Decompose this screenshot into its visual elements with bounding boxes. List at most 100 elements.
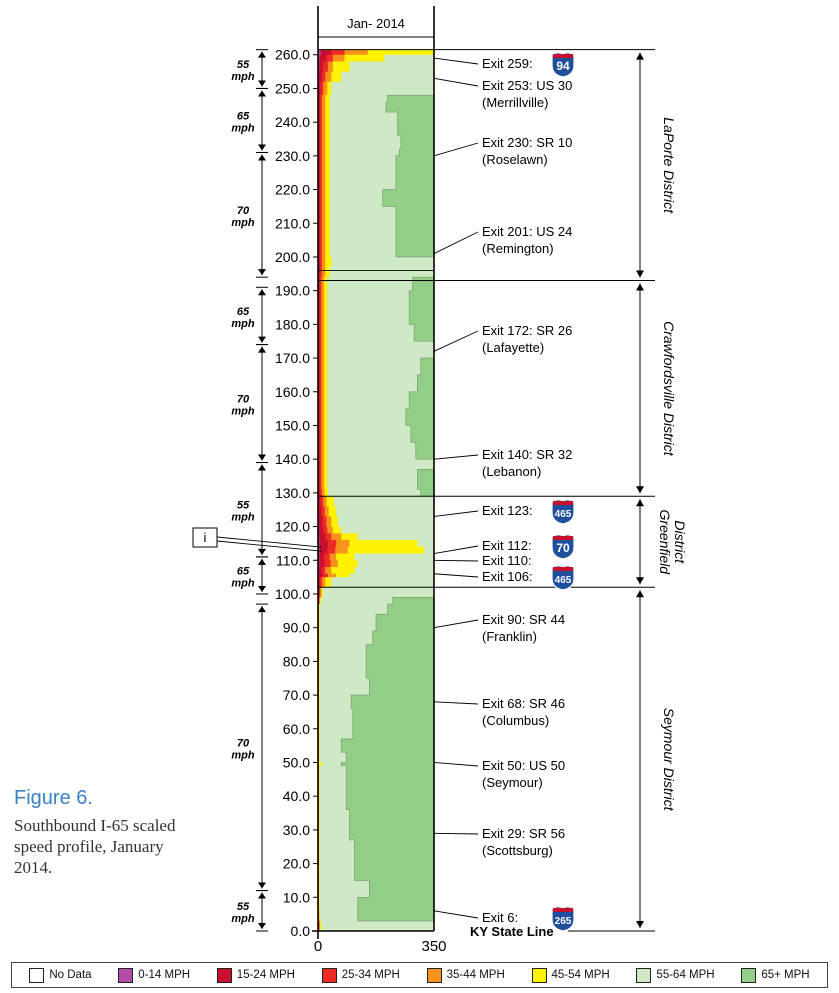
- y-tick-label: 210.0: [275, 215, 310, 231]
- y-tick-label: 220.0: [275, 182, 310, 198]
- legend-item: No Data: [29, 967, 92, 983]
- exit-sublabel: (Scottsburg): [482, 843, 553, 858]
- exit-annotation: Exit 172: SR 26 (Lafayette): [433, 323, 572, 355]
- band-35-44-mph: [318, 49, 368, 931]
- exit-label: Exit 253: US 30: [482, 78, 572, 93]
- y-tick-label: 200.0: [275, 249, 310, 265]
- exit-sublabel: (Lafayette): [482, 340, 544, 355]
- exit-label: Exit 259:: [482, 56, 533, 71]
- figure-caption-text: Southbound I-65 scaled speed profile, Ja…: [14, 816, 176, 877]
- exit-sublabel: (Franklin): [482, 629, 537, 644]
- arrow-head-up: [258, 51, 266, 58]
- arrow-head-down: [258, 454, 266, 461]
- shield-banner: [553, 54, 573, 58]
- district-label: Crawfordsville District: [661, 321, 677, 457]
- y-tick-label: 260.0: [275, 47, 310, 63]
- exit-leader-line: [433, 701, 479, 705]
- arrow-head-up: [258, 558, 266, 565]
- legend-label: 65+ MPH: [761, 969, 810, 981]
- y-tick-label: 80.0: [283, 653, 310, 669]
- exit-label: Exit 140: SR 32: [482, 447, 572, 462]
- band-45-54-mph: [318, 49, 434, 931]
- shield-banner: [553, 567, 573, 571]
- legend-swatch: [741, 967, 757, 983]
- exit-label: Exit 29: SR 56: [482, 826, 565, 841]
- arrow-head-up: [258, 464, 266, 471]
- district-span: Greenfield District: [636, 499, 688, 585]
- speed-limit-unit: mph: [231, 122, 255, 134]
- legend-label: 0-14 MPH: [138, 969, 191, 981]
- legend-item: 15-24 MPH: [216, 967, 295, 983]
- speed-limit-value: 70: [237, 394, 250, 406]
- exit-label: Exit 230: SR 10: [482, 135, 572, 150]
- arrow-head-down: [636, 921, 644, 928]
- exit-annotation: Exit 29: SR 56 (Scottsburg): [433, 826, 565, 858]
- district-label: District: [672, 520, 688, 564]
- shield-number: 94: [556, 59, 570, 73]
- exit-annotation: Exit 90: SR 44 (Franklin): [433, 612, 565, 644]
- district-label: Greenfield: [657, 509, 673, 575]
- district-span: LaPorte District: [636, 52, 677, 278]
- exit-leader-line: [433, 330, 479, 352]
- exit-annotation: Exit 259: 94: [433, 52, 575, 78]
- district-label: LaPorte District: [661, 117, 677, 214]
- interstate-shield-icon: 94: [551, 52, 575, 78]
- legend-item: 35-44 MPH: [426, 967, 505, 983]
- y-tick-label: 90.0: [283, 620, 310, 636]
- interstate-shield-icon: 70: [551, 534, 575, 560]
- exit-sublabel: (Remington): [482, 241, 554, 256]
- legend-item: 25-34 MPH: [321, 967, 400, 983]
- band-55-64-mph: [318, 49, 434, 931]
- exit-leader-line: [433, 77, 479, 87]
- legend-swatch: [636, 967, 652, 983]
- y-tick-label: 180.0: [275, 316, 310, 332]
- legend-label: 45-54 MPH: [551, 969, 610, 981]
- speed-limit-unit: mph: [231, 318, 255, 330]
- exit-leader-line: [433, 619, 479, 629]
- legend-item: 45-54 MPH: [531, 967, 610, 983]
- arrow-head-down: [258, 269, 266, 276]
- speed-limit-value: 70: [237, 205, 250, 217]
- exit-label: Exit 172: SR 26: [482, 323, 572, 338]
- exit-leader-line: [433, 573, 479, 578]
- arrow-head-up: [636, 499, 644, 507]
- interstate-shield-icon: 265: [551, 906, 575, 932]
- exit-sublabel: (Seymour): [482, 775, 543, 790]
- y-tick-label: 10.0: [283, 889, 310, 905]
- figure-caption: Figure 6. Southbound I-65 scaled speed p…: [14, 787, 204, 878]
- shield-banner: [553, 908, 573, 912]
- exit-annotation: Exit 112: 70: [433, 534, 575, 560]
- arrow-head-up: [258, 606, 266, 613]
- exit-label: Exit 50: US 50: [482, 758, 565, 773]
- speed-legend: No Data 0-14 MPH 15-24 MPH 25-34 MPH 35-44 M…: [11, 962, 828, 988]
- band-25-34-mph: [318, 49, 345, 931]
- speed-limit-value: 55: [237, 500, 250, 512]
- speed-limit-unit: mph: [231, 406, 255, 418]
- exit-leader-line: [433, 545, 479, 554]
- arrow-head-up: [636, 52, 644, 60]
- y-tick-label: 230.0: [275, 148, 310, 164]
- callout-leader-line: [216, 540, 323, 552]
- shield-number: 465: [555, 509, 572, 520]
- y-tick-label: 100.0: [275, 586, 310, 602]
- callout-leader-line: [216, 536, 323, 548]
- y-tick-label: 140.0: [275, 451, 310, 467]
- arrow-head-down: [636, 577, 644, 585]
- exit-leader-line: [433, 454, 479, 460]
- district-span: Seymour District: [636, 590, 677, 928]
- shield-body: [551, 499, 575, 525]
- arrow-head-down: [258, 882, 266, 889]
- speed-limit-unit: mph: [231, 577, 255, 589]
- speed-limit-value: 65: [237, 306, 250, 318]
- legend-item: 0-14 MPH: [118, 967, 191, 983]
- legend-swatch: [216, 967, 232, 983]
- shield-banner: [553, 501, 573, 505]
- exit-leader-line: [433, 762, 479, 767]
- y-tick-label: 120.0: [275, 519, 310, 535]
- exit-leader-line: [433, 142, 479, 157]
- exit-annotation: Exit 140: SR 32 (Lebanon): [433, 447, 572, 479]
- legend-swatch: [321, 967, 337, 983]
